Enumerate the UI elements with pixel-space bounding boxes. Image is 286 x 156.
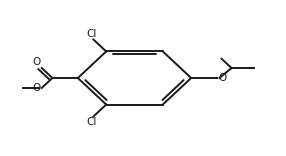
Text: O: O [218, 73, 226, 83]
Text: Cl: Cl [87, 117, 97, 127]
Text: Cl: Cl [87, 29, 97, 39]
Text: O: O [32, 57, 40, 67]
Text: O: O [33, 83, 41, 93]
